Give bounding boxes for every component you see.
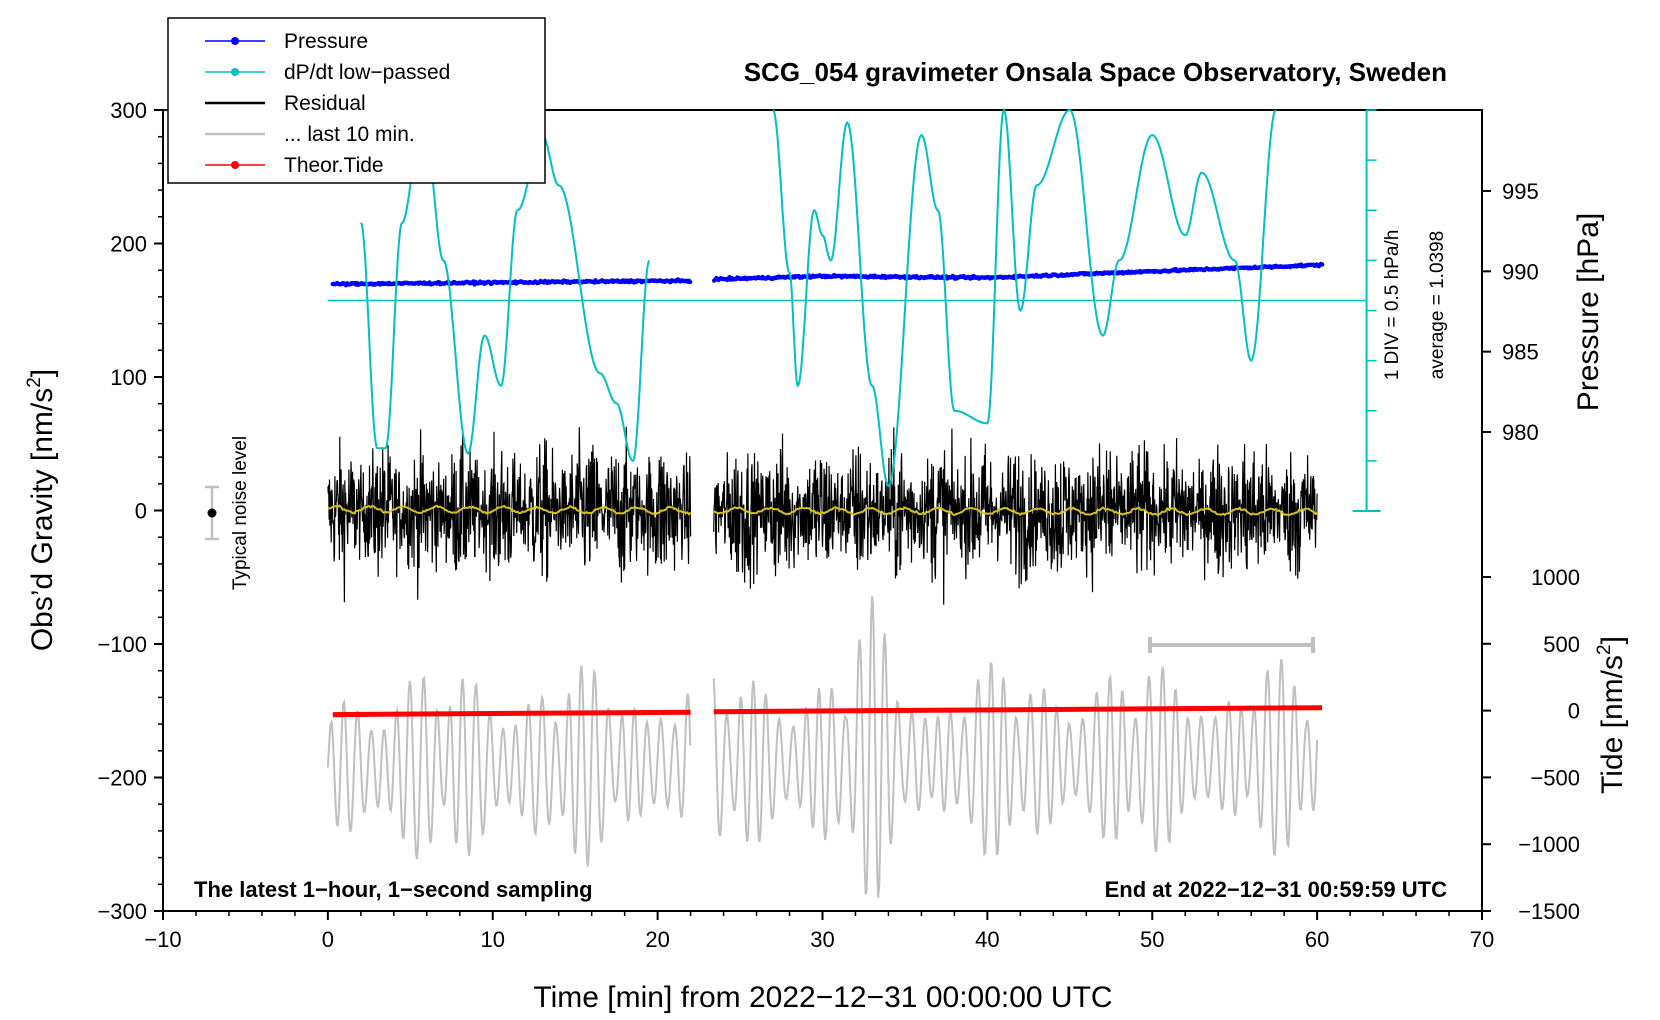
noise-level-indicator — [205, 485, 219, 541]
x-tick-label: 60 — [1305, 927, 1329, 952]
residual-trace — [327, 426, 1318, 605]
theoretical-tide-trace — [332, 705, 1323, 718]
last-10-min-trace — [326, 595, 1319, 898]
pressure-tick-label: 990 — [1502, 259, 1539, 284]
dpdt-trace — [327, 107, 1367, 488]
y-axis-pressure: 995 990 985 980 — [1482, 179, 1539, 445]
pressure-point — [687, 279, 693, 285]
legend-box — [167, 17, 546, 184]
x-tick-label: 40 — [975, 927, 999, 952]
x-tick-label: 0 — [322, 927, 334, 952]
legend-label: Theor.Tide — [284, 154, 384, 177]
pressure-axis-label: Pressure [hPa] — [1572, 213, 1605, 411]
y-axis-left: 300 200 100 0 −100 −200 −300 — [97, 98, 163, 924]
tide-tick-label: 0 — [1568, 699, 1580, 724]
dpdt-average-label: average = 1.0398 — [1427, 231, 1448, 379]
note-end-time: End at 2022−12−31 00:59:59 UTC — [1105, 877, 1448, 902]
x-tick-label: 30 — [810, 927, 834, 952]
pressure-tick-label: 980 — [1502, 420, 1539, 445]
tide-line-segment — [713, 705, 1323, 715]
x-tick-label: 50 — [1140, 927, 1164, 952]
y-tick-label: −100 — [97, 632, 147, 657]
legend-label: dP/dt low−passed — [284, 61, 450, 84]
tide-axis-label: Tide [nm/s2] — [1594, 636, 1629, 794]
y-axis-tide: 1000 500 0 −500 −1000 −1500 — [1482, 565, 1580, 924]
y-tick-label: −300 — [97, 899, 147, 924]
tide-tick-label: −500 — [1530, 765, 1580, 790]
noise-level-label: Typical noise level — [230, 436, 251, 590]
x-tick-label: 70 — [1470, 927, 1494, 952]
ten-minute-bracket — [1148, 637, 1315, 653]
y-tick-label: 300 — [110, 98, 147, 123]
legend: Pressure dP/dt low−passed Residual ... last… — [167, 17, 546, 184]
residual-smoothed-trace — [327, 504, 1318, 517]
pressure-tick-label: 985 — [1502, 340, 1539, 365]
y-tick-label: 200 — [110, 232, 147, 257]
x-axis-label: Time [min] from 2022−12−31 00:00:00 UTC — [533, 981, 1112, 1014]
chart-title: SCG_054 gravimeter Onsala Space Observat… — [744, 57, 1447, 87]
x-tick-label: −10 — [144, 927, 181, 952]
x-tick-label: 10 — [481, 927, 505, 952]
legend-label: Residual — [284, 92, 366, 115]
dpdt-line — [360, 107, 1277, 488]
tide-tick-label: 1000 — [1531, 565, 1580, 590]
legend-marker — [231, 68, 239, 76]
y-tick-label: 100 — [110, 365, 147, 390]
legend-label: ... last 10 min. — [284, 123, 415, 146]
dpdt-scale-label: 1 DIV = 0.5 hPa/h — [1382, 230, 1403, 381]
tide-tick-label: −1500 — [1518, 899, 1580, 924]
x-axis: −10 0 10 20 30 40 50 60 70 — [144, 911, 1494, 952]
y-axis-label: Obs’d Gravity [nm/s2] — [24, 369, 59, 651]
dpdt-scale-bar — [1352, 109, 1381, 512]
x-tick-label: 20 — [645, 927, 669, 952]
residual-smoothed-line — [327, 504, 1318, 517]
note-latest-hour: The latest 1−hour, 1−second sampling — [194, 877, 593, 902]
y-tick-label: 0 — [135, 499, 147, 524]
last-10-min-line — [326, 595, 1319, 898]
pressure-trace — [330, 261, 1325, 288]
legend-marker — [231, 161, 239, 169]
legend-label: Pressure — [284, 30, 368, 53]
tide-line-segment — [332, 709, 691, 718]
y-tick-label: −200 — [97, 766, 147, 791]
tide-tick-label: −1000 — [1518, 832, 1580, 857]
pressure-point — [1319, 262, 1325, 267]
pressure-tick-label: 995 — [1502, 179, 1539, 204]
residual-line — [327, 426, 1318, 605]
tide-tick-label: 500 — [1543, 632, 1580, 657]
legend-marker — [231, 37, 239, 45]
